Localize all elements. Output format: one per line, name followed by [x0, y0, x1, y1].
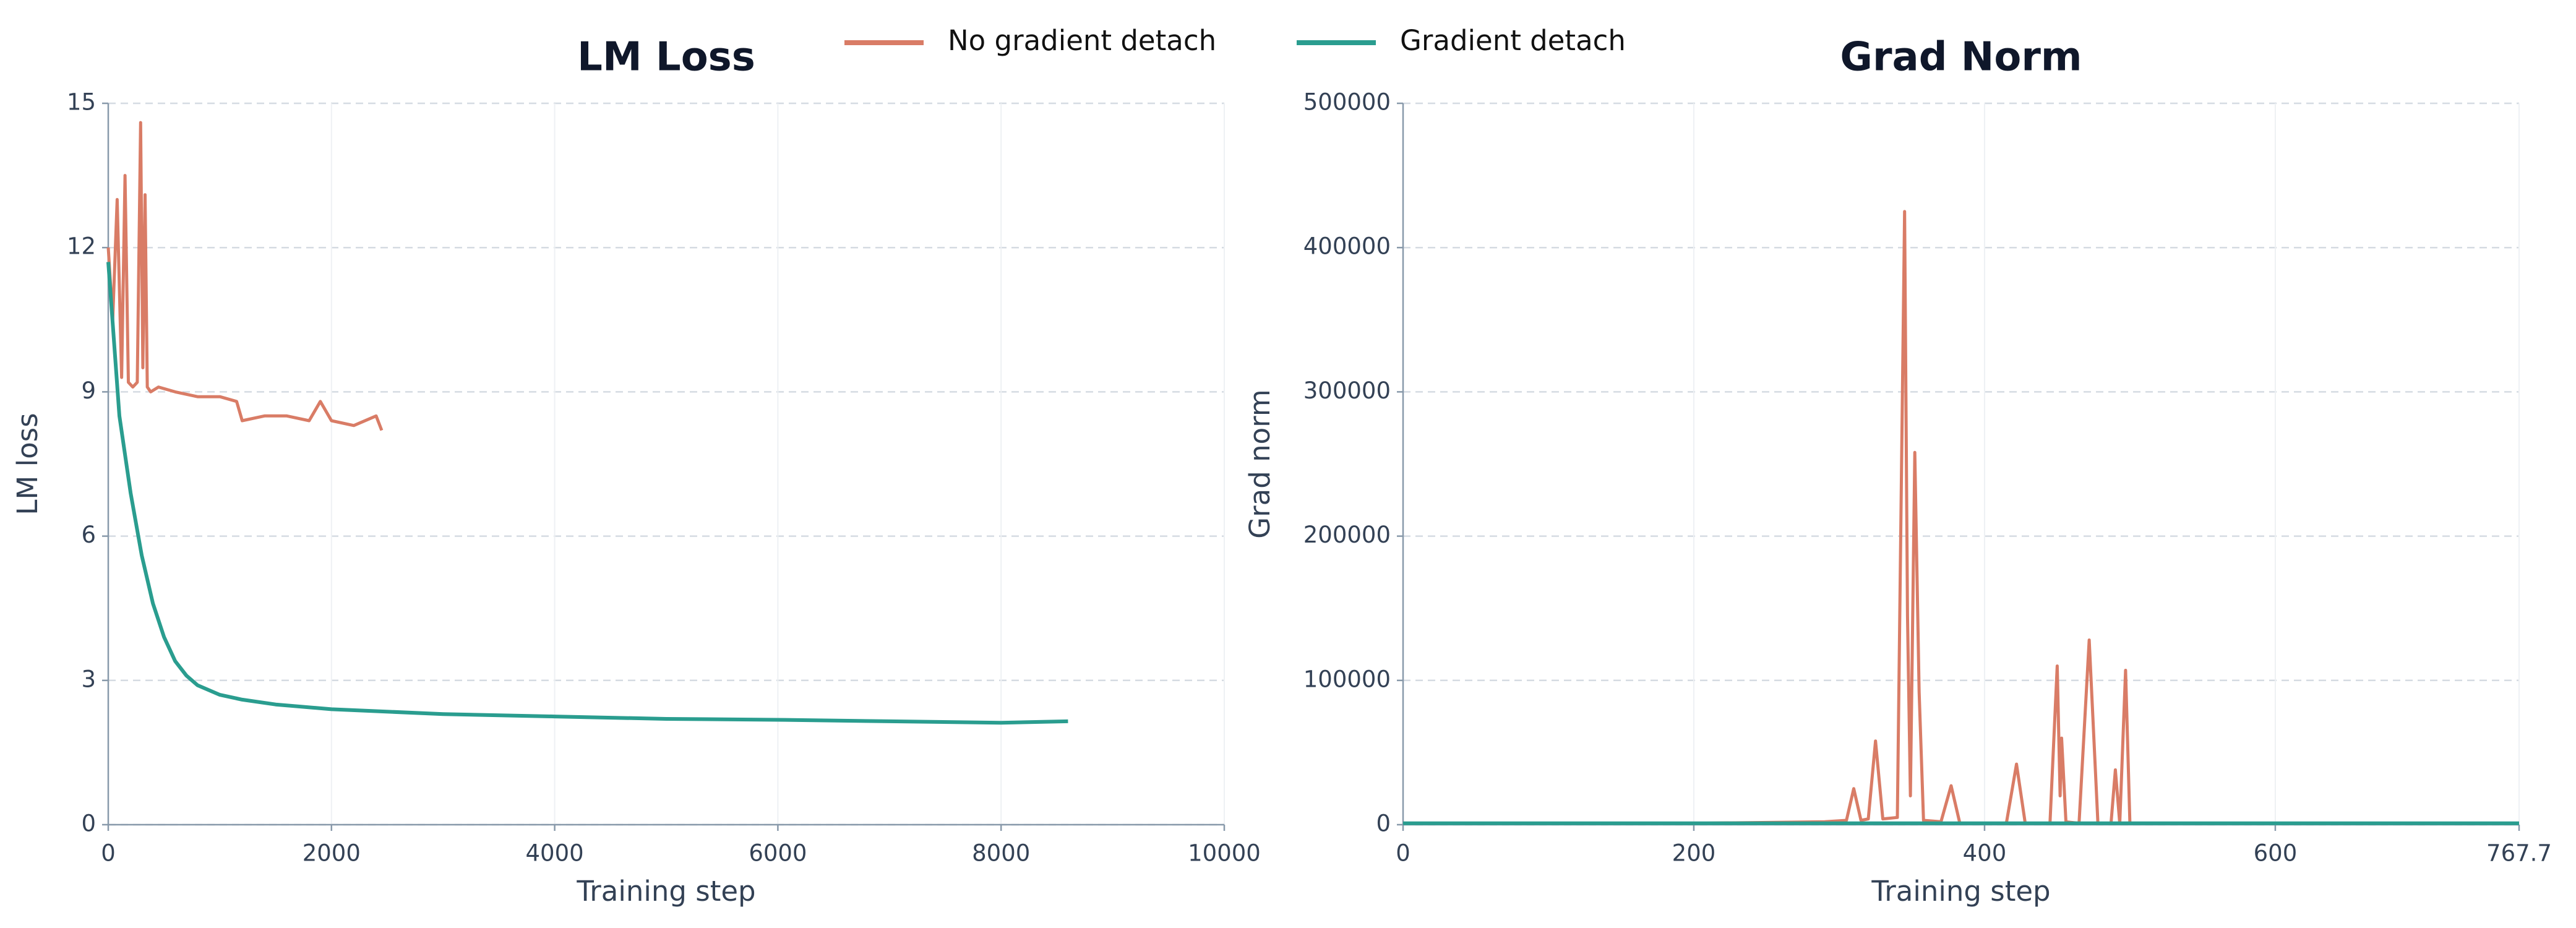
x-tick-label: 2000 [303, 840, 361, 867]
y-tick-label: 15 [67, 89, 96, 116]
y-tick-label: 12 [67, 233, 96, 260]
chart-title: Grad Norm [1840, 35, 2082, 80]
series-line [106, 121, 384, 431]
legend-label: Gradient detach [1400, 24, 1626, 57]
x-axis-label: Training step [576, 875, 755, 908]
series-line [1403, 210, 2132, 825]
legend-label: No gradient detach [948, 24, 1216, 57]
y-tick-label: 100000 [1303, 666, 1391, 692]
y-tick-label: 6 [81, 522, 96, 548]
x-tick-label: 400 [1963, 840, 2007, 867]
y-tick-label: 3 [81, 666, 96, 692]
x-tick-label: 0 [1396, 840, 1410, 867]
x-tick-label: 10000 [1188, 840, 1261, 867]
x-tick-label: 600 [2254, 840, 2298, 867]
y-tick-label: 9 [81, 377, 96, 404]
y-axis-label: LM loss [11, 413, 44, 515]
y-tick-label: 500000 [1303, 89, 1391, 116]
x-tick-label: 8000 [972, 840, 1030, 867]
y-axis-label: Grad norm [1243, 389, 1276, 538]
chart-title: LM Loss [577, 35, 755, 80]
x-tick-label: 6000 [749, 840, 807, 867]
y-tick-label: 400000 [1303, 233, 1391, 260]
x-tick-label: 4000 [526, 840, 584, 867]
y-tick-label: 0 [81, 810, 96, 837]
x-tick-label: 200 [1672, 840, 1716, 867]
x-tick-label: 0 [101, 840, 116, 867]
y-tick-label: 300000 [1303, 377, 1391, 404]
y-tick-label: 200000 [1303, 522, 1391, 548]
y-tick-label: 0 [1376, 810, 1391, 837]
x-tick-label: 767.7 [2486, 840, 2552, 867]
x-axis-label: Training step [1871, 875, 2050, 908]
series-line [106, 262, 1068, 725]
